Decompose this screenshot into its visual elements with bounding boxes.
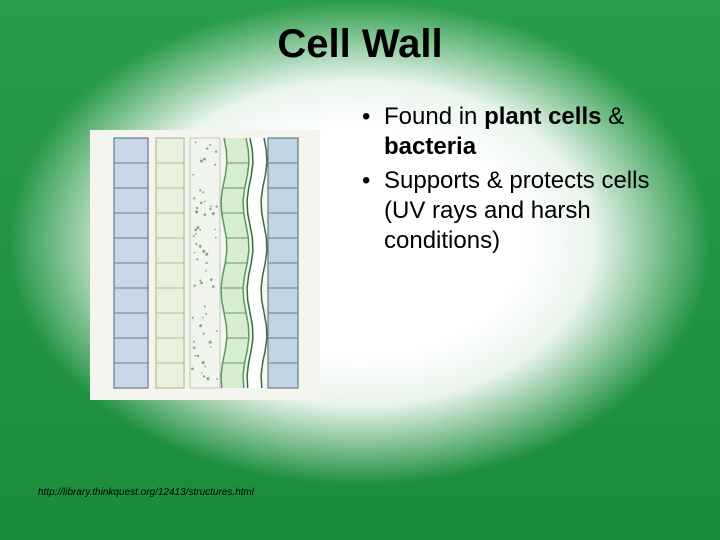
bullet-text: Found in plant cells & bacteria: [384, 102, 690, 162]
slide-title: Cell Wall: [0, 22, 720, 67]
citation-text: http://library.thinkquest.org/12413/stru…: [38, 487, 254, 498]
cell-wall-illustration: [90, 130, 320, 400]
bullet-item: • Supports & protects cells (UV rays and…: [360, 166, 690, 256]
slide: Cell Wall • Found in plant cells & bacte…: [0, 0, 720, 540]
bullet-item: • Found in plant cells & bacteria: [360, 102, 690, 162]
bullet-text: Supports & protects cells (UV rays and h…: [384, 166, 690, 256]
bullet-list: • Found in plant cells & bacteria • Supp…: [360, 102, 690, 260]
bullet-marker-icon: •: [360, 102, 384, 162]
bullet-marker-icon: •: [360, 166, 384, 256]
